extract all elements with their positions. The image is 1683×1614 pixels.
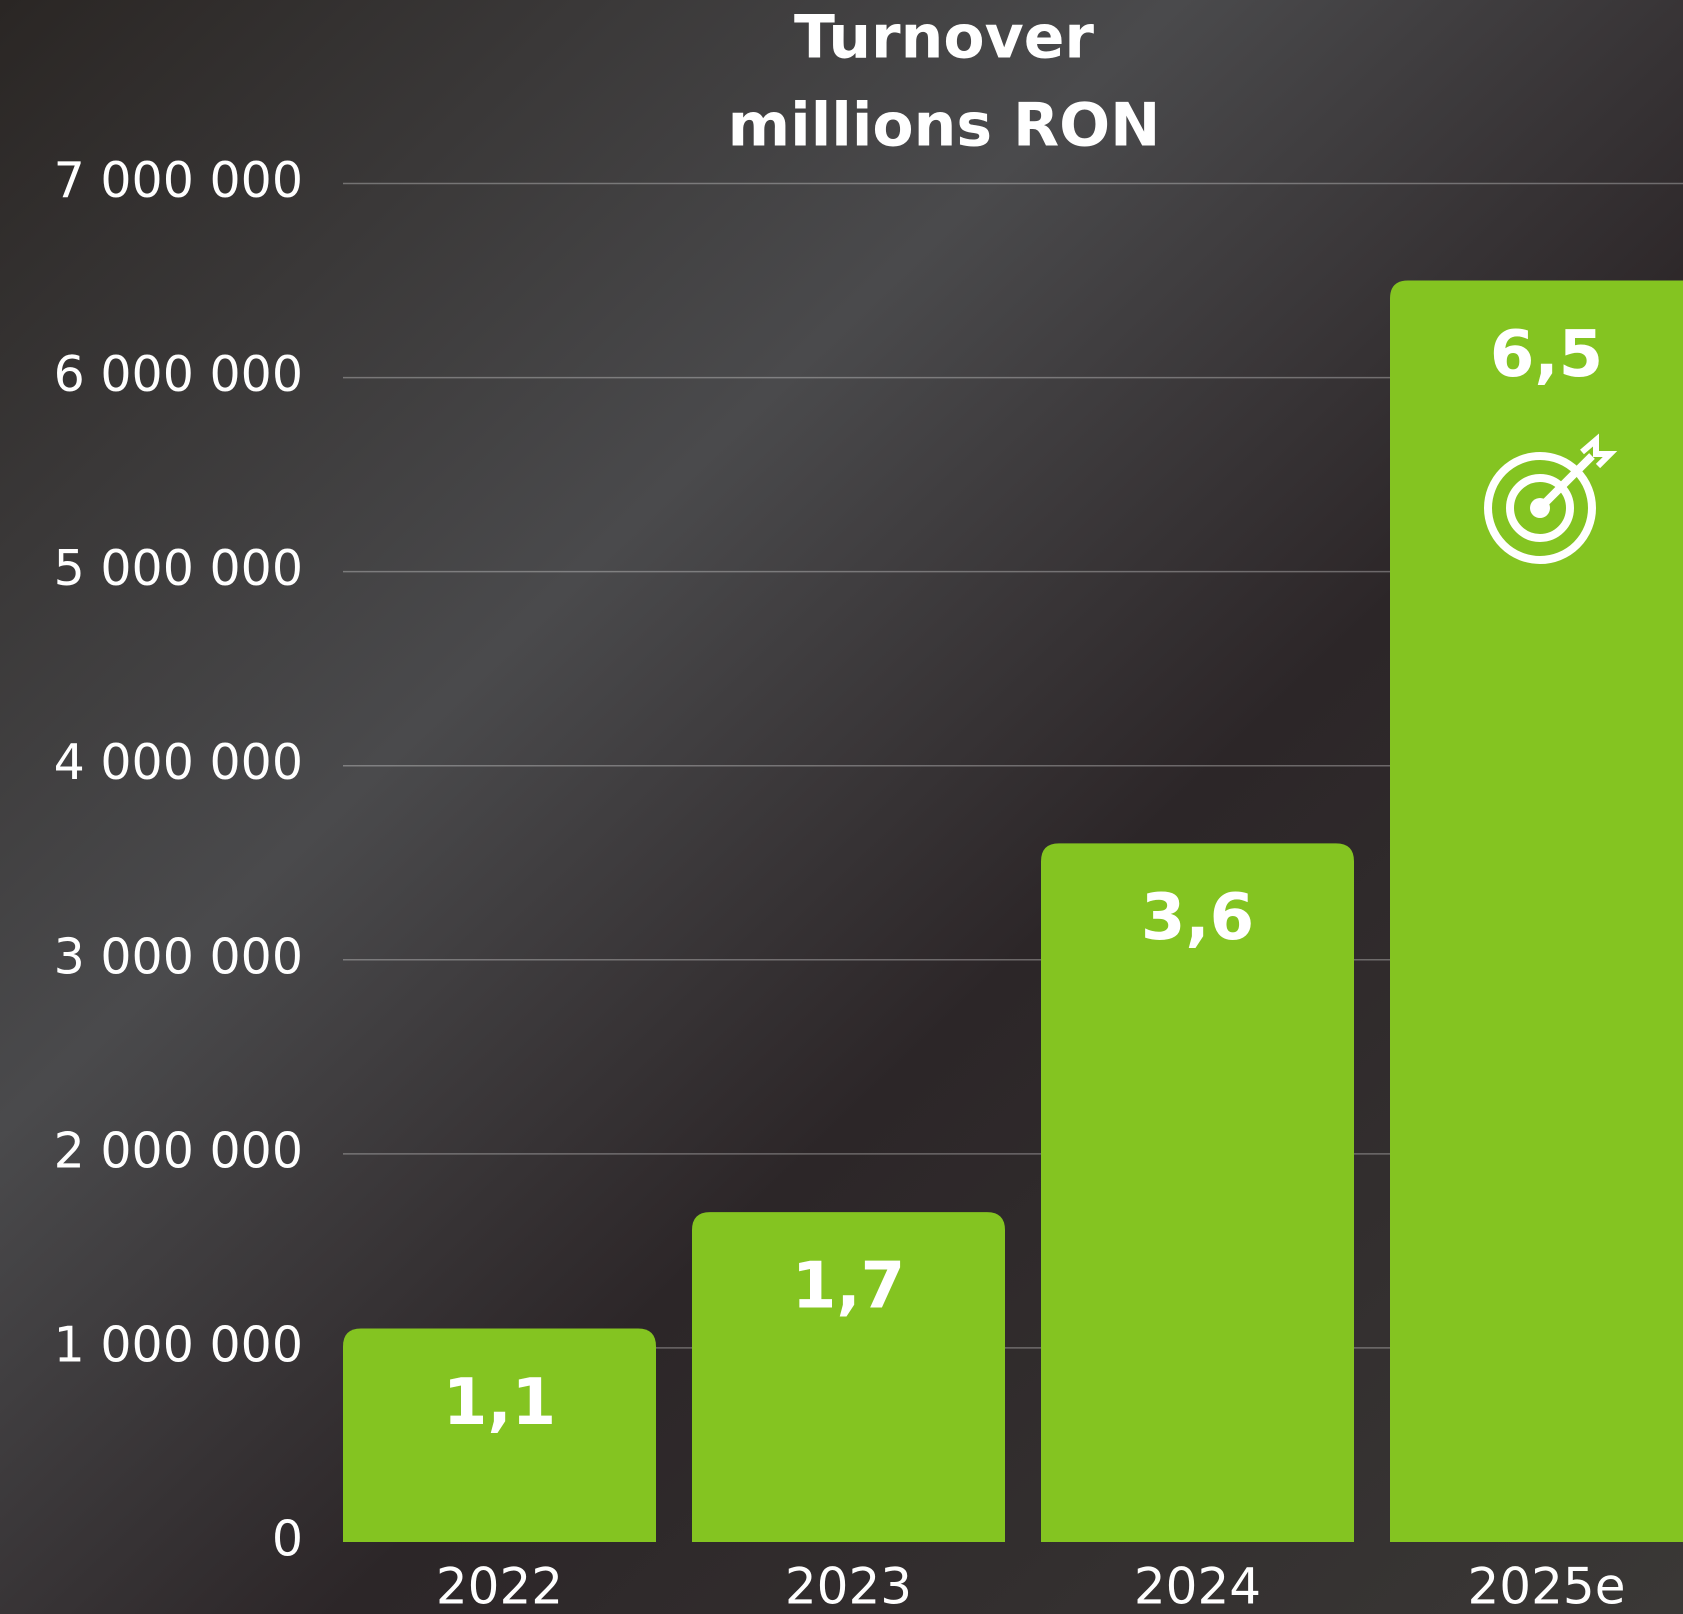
chart-title: Turnover	[794, 3, 1094, 73]
x-tick-label: 2023	[785, 1558, 912, 1614]
x-tick-label: 2022	[436, 1558, 563, 1614]
y-tick-label: 3 000 000	[54, 928, 303, 985]
value-label: 1,1	[443, 1366, 556, 1440]
bar	[343, 1328, 656, 1542]
bars	[343, 280, 1683, 1542]
y-tick-label: 5 000 000	[54, 540, 303, 597]
y-tick-label: 0	[272, 1511, 303, 1568]
value-label: 6,5	[1490, 318, 1603, 392]
bar	[1041, 843, 1354, 1542]
x-tick-label: 2025e	[1467, 1558, 1625, 1614]
y-tick-label: 6 000 000	[54, 346, 303, 403]
chart-subtitle: millions RON	[728, 91, 1161, 161]
y-tick-label: 2 000 000	[54, 1122, 303, 1179]
x-tick-label: 2024	[1134, 1558, 1261, 1614]
value-label: 1,7	[792, 1250, 905, 1324]
y-tick-label: 4 000 000	[54, 734, 303, 791]
y-tick-label: 7 000 000	[54, 152, 303, 209]
y-tick-label: 1 000 000	[54, 1316, 303, 1373]
target-icon	[1484, 433, 1618, 564]
bar	[692, 1212, 1005, 1542]
bar	[1390, 280, 1683, 1542]
value-label: 3,6	[1141, 881, 1254, 955]
